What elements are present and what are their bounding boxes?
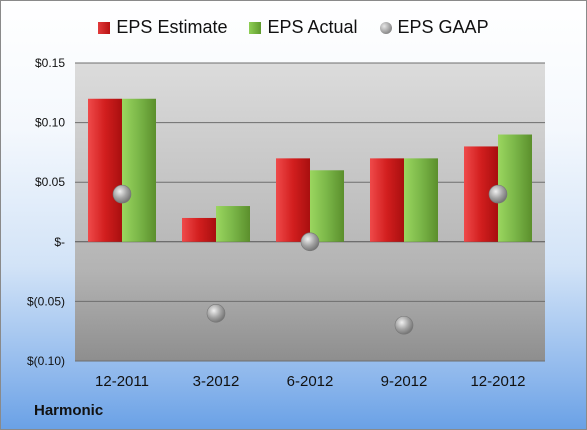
x-tick-label: 3-2012 [193, 373, 240, 390]
y-tick-label: $(0.10) [27, 354, 65, 368]
bar-eps-estimate [182, 217, 216, 242]
y-tick-label: $0.10 [35, 116, 65, 130]
point-eps-gaap [112, 184, 132, 204]
y-tick-label: $0.15 [35, 56, 65, 70]
legend-swatch-gaap [379, 21, 392, 34]
x-axis-labels: 12-2011 3-2012 6-2012 9-2012 12-2012 [95, 373, 526, 390]
bar-eps-actual [216, 206, 250, 242]
bar-eps-estimate [88, 98, 122, 242]
point-eps-gaap [488, 184, 508, 204]
point-eps-gaap [206, 304, 226, 323]
y-tick-label: $(0.05) [27, 294, 65, 308]
bar-eps-estimate [276, 158, 310, 242]
bar-eps-actual [404, 158, 438, 242]
legend-item-gaap: EPS GAAP [379, 17, 489, 38]
y-tick-label: $- [54, 235, 65, 249]
bar-eps-actual [122, 98, 156, 242]
legend-label-actual: EPS Actual [267, 17, 358, 37]
legend-label-gaap: EPS GAAP [397, 17, 489, 37]
point-eps-gaap [394, 315, 414, 335]
legend-swatch-estimate [98, 21, 111, 34]
bar-eps-actual [310, 170, 344, 242]
x-tick-label: 12-2011 [95, 373, 149, 390]
legend-label-estimate: EPS Estimate [116, 17, 228, 37]
legend-item-actual: EPS Actual [249, 17, 358, 38]
gaap-points [112, 184, 508, 335]
legend-swatch-actual [249, 21, 262, 34]
y-axis-labels: $0.15 $0.10 $0.05 $- $(0.05) $(0.10) [27, 56, 65, 368]
bars [88, 98, 532, 242]
x-tick-label: 6-2012 [287, 373, 334, 390]
company-name: Harmonic [34, 402, 104, 419]
chart-legend: EPS Estimate EPS Actual EPS GAAP [1, 17, 586, 38]
point-eps-gaap [300, 232, 320, 252]
legend-item-estimate: EPS Estimate [98, 17, 227, 38]
x-tick-label: 9-2012 [381, 373, 428, 390]
x-tick-label: 12-2012 [470, 373, 525, 390]
bar-eps-estimate [370, 158, 404, 242]
y-tick-label: $0.05 [35, 175, 65, 189]
